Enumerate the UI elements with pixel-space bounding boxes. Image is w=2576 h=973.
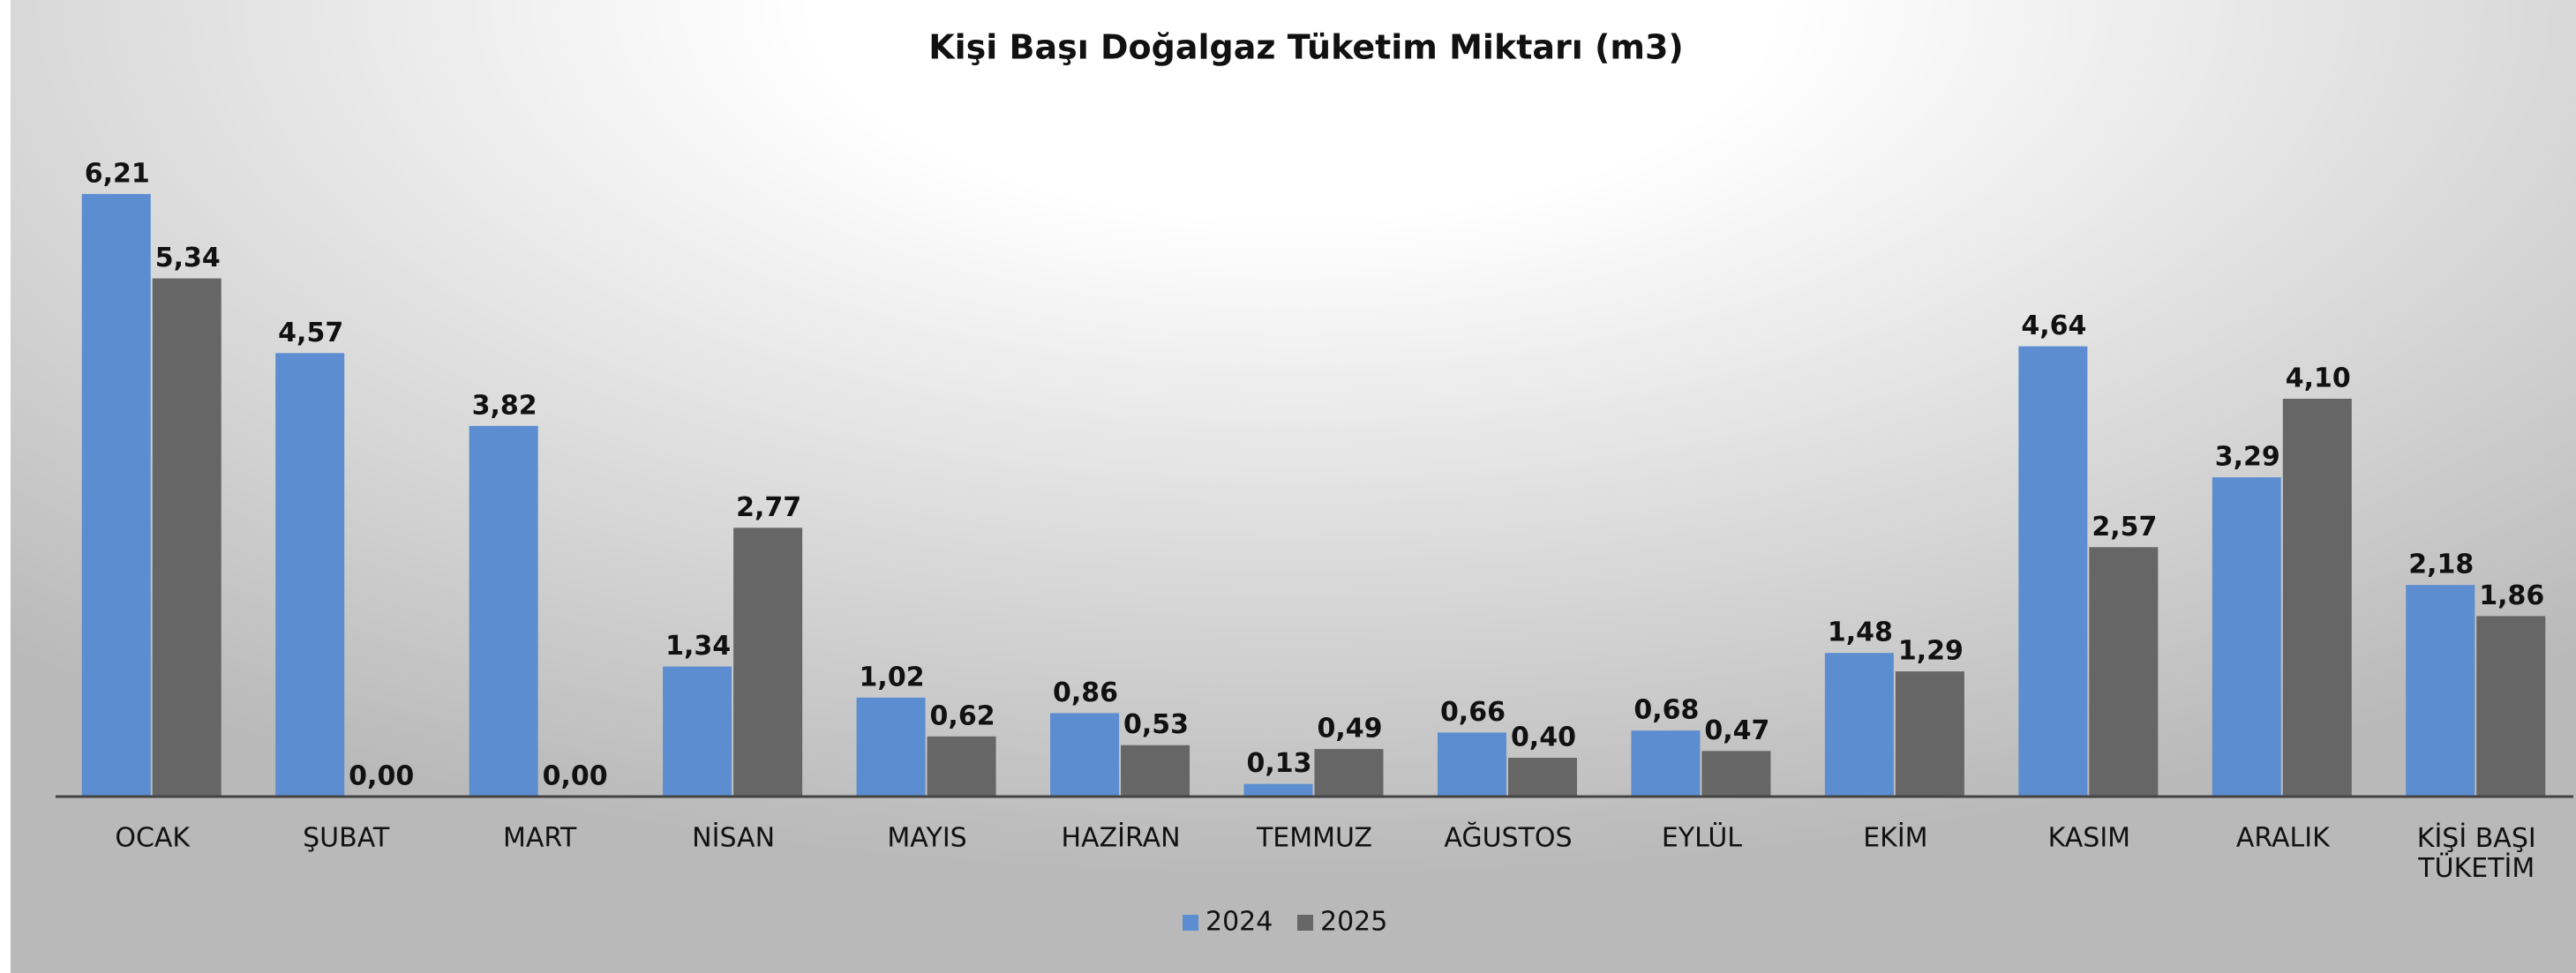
data-label: 1,34 bbox=[665, 631, 731, 662]
x-tick-label: TEMMUZ bbox=[1256, 823, 1372, 854]
data-label: 4,10 bbox=[2286, 363, 2351, 394]
data-label: 1,86 bbox=[2479, 580, 2544, 611]
data-label: 0,13 bbox=[1246, 748, 1311, 779]
bar bbox=[1824, 653, 1894, 797]
x-tick-label: EYLÜL bbox=[1662, 822, 1742, 854]
data-label: 3,82 bbox=[472, 390, 537, 421]
bar bbox=[2282, 399, 2352, 797]
data-label: 1,48 bbox=[1828, 617, 1893, 648]
data-label: 2,57 bbox=[2092, 512, 2157, 543]
x-tick-label: ARALIK bbox=[2236, 823, 2331, 854]
bar bbox=[1121, 745, 1190, 797]
bar bbox=[856, 697, 926, 797]
x-tick-label: HAZİRAN bbox=[1061, 822, 1180, 854]
data-label: 3,29 bbox=[2215, 442, 2280, 473]
bar bbox=[663, 666, 732, 797]
data-label: 0,66 bbox=[1440, 697, 1506, 728]
x-tick-label: EKİM bbox=[1863, 822, 1927, 854]
bar bbox=[1895, 671, 1964, 797]
data-label: 2,77 bbox=[736, 492, 801, 523]
bar bbox=[927, 736, 996, 797]
data-label: 0,49 bbox=[1317, 714, 1382, 745]
x-tick-label: AĞUSTOS bbox=[1444, 821, 1572, 854]
bar bbox=[152, 278, 222, 797]
legend-label: 2024 bbox=[1205, 907, 1273, 938]
bar bbox=[469, 425, 538, 797]
legend-swatch bbox=[1297, 915, 1313, 931]
bar bbox=[1314, 749, 1384, 797]
data-label: 0,68 bbox=[1633, 695, 1699, 726]
legend-label: 2025 bbox=[1320, 907, 1387, 938]
plot-background bbox=[11, 0, 2576, 973]
bar bbox=[2212, 477, 2281, 797]
data-label: 1,29 bbox=[1898, 636, 1964, 667]
data-label: 2,18 bbox=[2408, 550, 2474, 580]
data-label: 0,00 bbox=[543, 761, 608, 792]
bar bbox=[1631, 730, 1701, 797]
bar bbox=[2018, 346, 2088, 797]
bar bbox=[1507, 758, 1577, 797]
data-label: 0,47 bbox=[1704, 715, 1769, 746]
data-label: 0,40 bbox=[1511, 722, 1576, 753]
data-label: 0,53 bbox=[1123, 709, 1189, 740]
x-tick-label: KİŞİ BAŞI TÜKETİM bbox=[2417, 822, 2536, 884]
bar bbox=[1437, 732, 1506, 797]
data-label: 0,62 bbox=[930, 700, 995, 731]
x-tick-label: ŞUBAT bbox=[303, 823, 390, 854]
chart-title: Kişi Başı Doğalgaz Tüketim Miktarı (m3) bbox=[928, 28, 1684, 67]
x-tick-label: KASIM bbox=[2048, 823, 2130, 854]
data-label: 4,64 bbox=[2021, 311, 2086, 341]
bar bbox=[1050, 713, 1120, 797]
x-tick-label: NİSAN bbox=[692, 822, 775, 854]
data-label: 4,57 bbox=[278, 318, 343, 348]
bar bbox=[2089, 547, 2159, 797]
bar bbox=[2476, 616, 2546, 797]
data-label: 5,34 bbox=[155, 243, 221, 273]
bar bbox=[275, 353, 345, 797]
data-label: 1,02 bbox=[860, 662, 925, 692]
bar bbox=[2406, 585, 2475, 797]
bar bbox=[81, 193, 151, 797]
x-tick-label: MAYIS bbox=[887, 823, 966, 854]
x-tick-label: MART bbox=[503, 823, 577, 854]
legend-swatch bbox=[1183, 915, 1198, 931]
bar bbox=[733, 528, 803, 797]
bar bbox=[1243, 783, 1313, 797]
data-label: 6,21 bbox=[85, 158, 150, 189]
x-tick-label: OCAK bbox=[115, 823, 191, 854]
data-label: 0,00 bbox=[349, 761, 414, 792]
bar bbox=[1701, 751, 1771, 797]
data-label: 0,86 bbox=[1053, 677, 1118, 708]
